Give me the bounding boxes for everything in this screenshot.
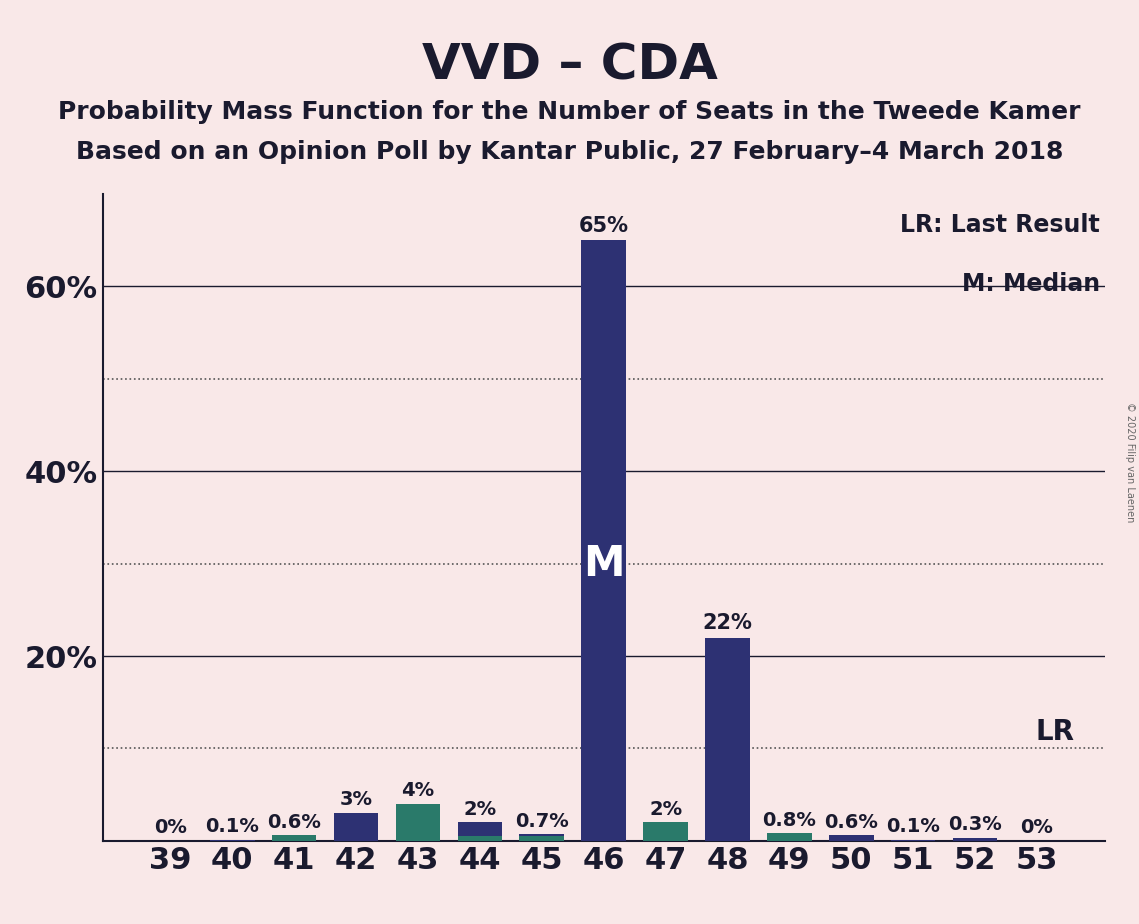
Bar bbox=[767, 833, 812, 841]
Bar bbox=[519, 834, 564, 841]
Text: © 2020 Filip van Laenen: © 2020 Filip van Laenen bbox=[1125, 402, 1134, 522]
Text: 0.7%: 0.7% bbox=[515, 811, 568, 831]
Text: 0.1%: 0.1% bbox=[886, 817, 940, 836]
Bar bbox=[458, 822, 502, 841]
Text: Based on an Opinion Poll by Kantar Public, 27 February–4 March 2018: Based on an Opinion Poll by Kantar Publi… bbox=[76, 140, 1063, 164]
Text: LR: LR bbox=[1035, 718, 1074, 746]
Text: 0.6%: 0.6% bbox=[825, 812, 878, 832]
Text: 0%: 0% bbox=[154, 818, 187, 837]
Text: 0.1%: 0.1% bbox=[205, 817, 260, 836]
Bar bbox=[272, 835, 317, 841]
Bar bbox=[581, 240, 626, 841]
Bar bbox=[458, 836, 502, 841]
Bar bbox=[210, 840, 254, 841]
Text: 2%: 2% bbox=[649, 799, 682, 819]
Text: M: M bbox=[583, 542, 624, 585]
Text: 4%: 4% bbox=[401, 781, 434, 800]
Bar bbox=[519, 836, 564, 841]
Text: 2%: 2% bbox=[464, 799, 497, 819]
Bar bbox=[272, 835, 317, 841]
Bar bbox=[395, 804, 441, 841]
Text: M: Median: M: Median bbox=[961, 272, 1100, 296]
Text: VVD – CDA: VVD – CDA bbox=[421, 42, 718, 90]
Bar bbox=[891, 840, 935, 841]
Bar bbox=[644, 822, 688, 841]
Bar bbox=[334, 813, 378, 841]
Bar bbox=[395, 804, 441, 841]
Bar bbox=[953, 838, 998, 841]
Bar bbox=[705, 638, 749, 841]
Text: Probability Mass Function for the Number of Seats in the Tweede Kamer: Probability Mass Function for the Number… bbox=[58, 100, 1081, 124]
Text: 0.3%: 0.3% bbox=[948, 815, 1002, 834]
Text: 0%: 0% bbox=[1021, 818, 1054, 837]
Bar bbox=[829, 835, 874, 841]
Bar bbox=[767, 833, 812, 841]
Text: 0.6%: 0.6% bbox=[268, 812, 321, 832]
Text: 65%: 65% bbox=[579, 215, 629, 236]
Text: 22%: 22% bbox=[703, 613, 753, 633]
Text: LR: Last Result: LR: Last Result bbox=[900, 213, 1100, 237]
Text: 3%: 3% bbox=[339, 790, 372, 809]
Text: 0.8%: 0.8% bbox=[762, 810, 817, 830]
Bar bbox=[644, 822, 688, 841]
